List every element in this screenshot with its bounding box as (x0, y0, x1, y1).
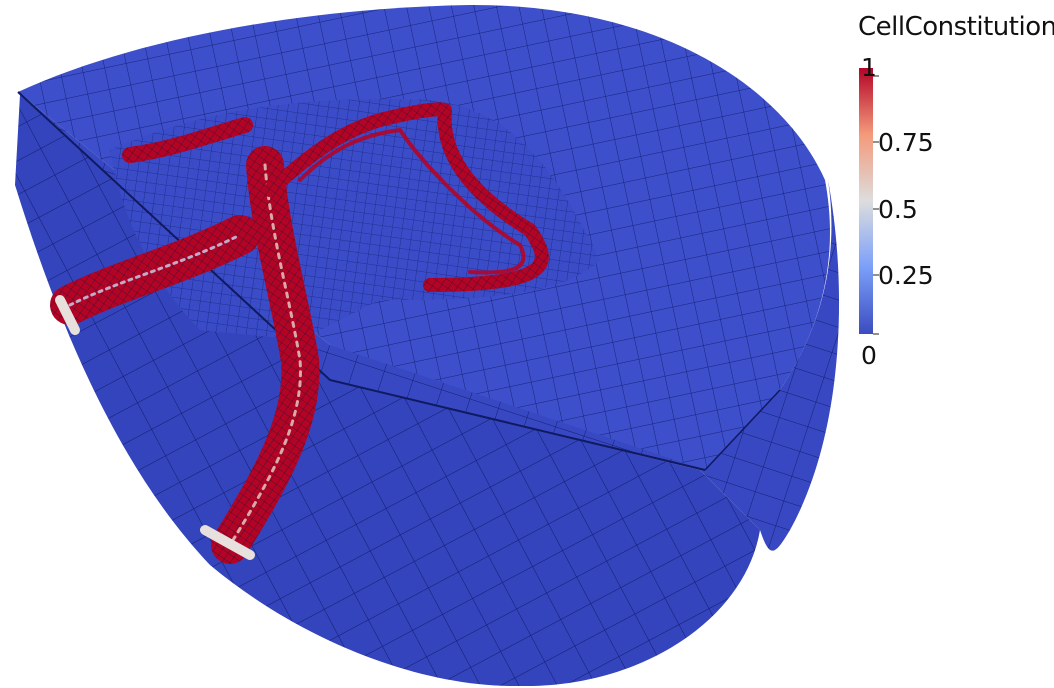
mesh-lower-body (15, 95, 760, 687)
colorbar-tick-0.75: 0.75 (878, 128, 934, 157)
channel-structure (50, 102, 549, 564)
channel-loop (263, 102, 549, 292)
channel-tip-left (55, 295, 80, 335)
channel-loop-inner (298, 128, 526, 275)
mesh-edge-crease (17, 91, 706, 471)
colorbar-ticks (873, 75, 879, 335)
colorbar-max-label: 1 (861, 53, 877, 82)
colorbar-min-label: 0 (861, 341, 877, 370)
colorbar-tick-0.25: 0.25 (878, 261, 934, 290)
channel-tip-bottom (200, 525, 255, 560)
colorbar-tick-0.5: 0.5 (878, 195, 918, 224)
mesh-right-face (705, 180, 840, 551)
mesh-edge-right (704, 389, 781, 471)
channel-upper-left (122, 117, 253, 163)
colorbar-gradient (859, 68, 873, 334)
colorbar-title: CellConstitution (858, 12, 1054, 42)
